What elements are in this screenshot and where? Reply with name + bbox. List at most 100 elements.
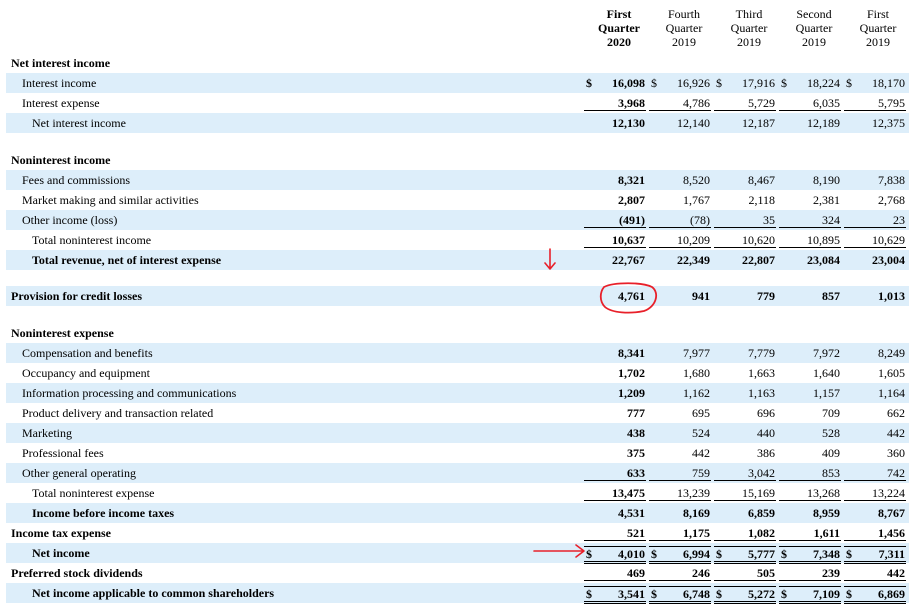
value-cell: 695 — [649, 406, 711, 420]
value-cell: 23 — [844, 213, 906, 228]
value-cell: 375 — [584, 446, 646, 460]
value-text: 941 — [692, 289, 710, 303]
row-label: Provision for credit losses — [11, 289, 142, 303]
value-cell: 10,209 — [649, 233, 711, 248]
value-cell: 6,859 — [714, 506, 776, 520]
value-text: 853 — [822, 466, 840, 480]
value-text: 779 — [757, 289, 775, 303]
column-header-line: Quarter — [859, 21, 897, 35]
value-cell: 8,321 — [584, 173, 646, 187]
value-cell: 2,381 — [779, 193, 841, 207]
value-cell: 22,807 — [714, 253, 776, 267]
value-cell: 7,977 — [649, 346, 711, 360]
value-text: 15,169 — [742, 486, 775, 500]
value-text: 8,341 — [618, 346, 645, 360]
value-text: 440 — [757, 426, 775, 440]
value-text: 7,348 — [813, 547, 840, 561]
value-text: 2,118 — [748, 193, 775, 207]
column-header-line: Quarter — [795, 21, 833, 35]
value-text: 18,170 — [872, 76, 905, 90]
value-cell: 23,084 — [779, 253, 841, 267]
value-text: 7,838 — [878, 173, 905, 187]
value-cell: 1,209 — [584, 386, 646, 400]
value-text: 709 — [822, 406, 840, 420]
value-text: 12,189 — [807, 116, 840, 130]
currency-symbol: $ — [716, 547, 722, 561]
value-text: 17,916 — [742, 76, 775, 90]
value-cell: 13,239 — [649, 486, 711, 501]
value-text: 16,098 — [612, 76, 645, 90]
value-cell: 8,767 — [844, 506, 906, 520]
value-text: 4,786 — [683, 96, 710, 110]
value-text: 1,157 — [813, 386, 840, 400]
value-cell: 1,605 — [844, 366, 906, 380]
value-cell: 8,467 — [714, 173, 776, 187]
table-row: Interest expense 3,968 4,786 5,729 6,035 5,79… — [6, 93, 909, 113]
value-cell: 8,959 — [779, 506, 841, 520]
value-cell: 22,349 — [649, 253, 711, 267]
value-text: 12,187 — [742, 116, 775, 130]
value-cell: 3,042 — [714, 466, 776, 481]
table-row: Net interest income 12,130 12,140 12,187 12,… — [6, 113, 909, 133]
value-text: 442 — [692, 446, 710, 460]
table-row: Product delivery and transaction related… — [6, 403, 909, 423]
value-cell: 8,341 — [584, 346, 646, 360]
value-cell: 7,779 — [714, 346, 776, 360]
value-text: 22,349 — [677, 253, 710, 267]
value-cell: 22,767 — [584, 253, 646, 267]
value-text: 22,767 — [612, 253, 645, 267]
value-text: 22,807 — [742, 253, 775, 267]
row-label: Occupancy and equipment — [22, 366, 150, 380]
row-label: Net interest income — [32, 116, 126, 130]
value-text: 246 — [692, 566, 710, 580]
value-cell: 1,162 — [649, 386, 711, 400]
table-row: Market making and similar activities 2,80… — [6, 190, 909, 210]
value-cell: 528 — [779, 426, 841, 440]
value-cell: 386 — [714, 446, 776, 460]
column-header-1: First Quarter 2020 — [585, 7, 653, 49]
value-text: 2,768 — [878, 193, 905, 207]
value-text: 4,531 — [618, 506, 645, 520]
column-header-line: 2019 — [672, 35, 696, 49]
value-text: 18,224 — [807, 76, 840, 90]
value-cell: 12,375 — [844, 116, 906, 130]
value-text: 360 — [887, 446, 905, 460]
value-cell: $4,010 — [584, 546, 646, 564]
value-text: 2,381 — [813, 193, 840, 207]
column-header-3: Third Quarter 2019 — [715, 7, 783, 49]
table-row: Net income $4,010 $6,994 $5,777 $7,348 $7,311 — [6, 543, 909, 564]
value-cell: 35 — [714, 213, 776, 228]
currency-symbol: $ — [586, 76, 592, 90]
value-cell: 1,611 — [779, 526, 841, 541]
value-text: 16,926 — [677, 76, 710, 90]
currency-symbol: $ — [651, 587, 657, 601]
value-text: 759 — [692, 466, 710, 480]
value-text: 438 — [627, 426, 645, 440]
value-cell: 442 — [649, 446, 711, 460]
table-row: Total noninterest expense 13,475 13,239 15,… — [6, 483, 909, 503]
value-text: 239 — [822, 566, 840, 580]
value-text: 469 — [627, 566, 645, 580]
column-header-line: Second — [796, 7, 832, 21]
value-cell: 1,456 — [844, 526, 906, 541]
value-cell: 1,663 — [714, 366, 776, 380]
currency-symbol: $ — [651, 76, 657, 90]
value-text: 521 — [627, 526, 645, 540]
value-cell: 777 — [584, 406, 646, 420]
value-cell: 742 — [844, 466, 906, 481]
value-text: (491) — [619, 213, 645, 227]
value-cell: 709 — [779, 406, 841, 420]
value-cell: $18,224 — [779, 76, 841, 90]
column-header-2: Fourth Quarter 2019 — [650, 7, 718, 49]
value-text: 1,162 — [683, 386, 710, 400]
value-text: 3,541 — [618, 587, 645, 601]
value-text: 8,190 — [813, 173, 840, 187]
row-label: Net income applicable to common sharehol… — [32, 586, 275, 600]
value-cell: $16,926 — [649, 76, 711, 90]
value-cell: 853 — [779, 466, 841, 481]
value-cell: 2,807 — [584, 193, 646, 207]
value-text: 7,109 — [813, 587, 840, 601]
row-label: Marketing — [22, 426, 72, 440]
value-cell: 633 — [584, 466, 646, 481]
value-cell: 6,035 — [779, 96, 841, 111]
